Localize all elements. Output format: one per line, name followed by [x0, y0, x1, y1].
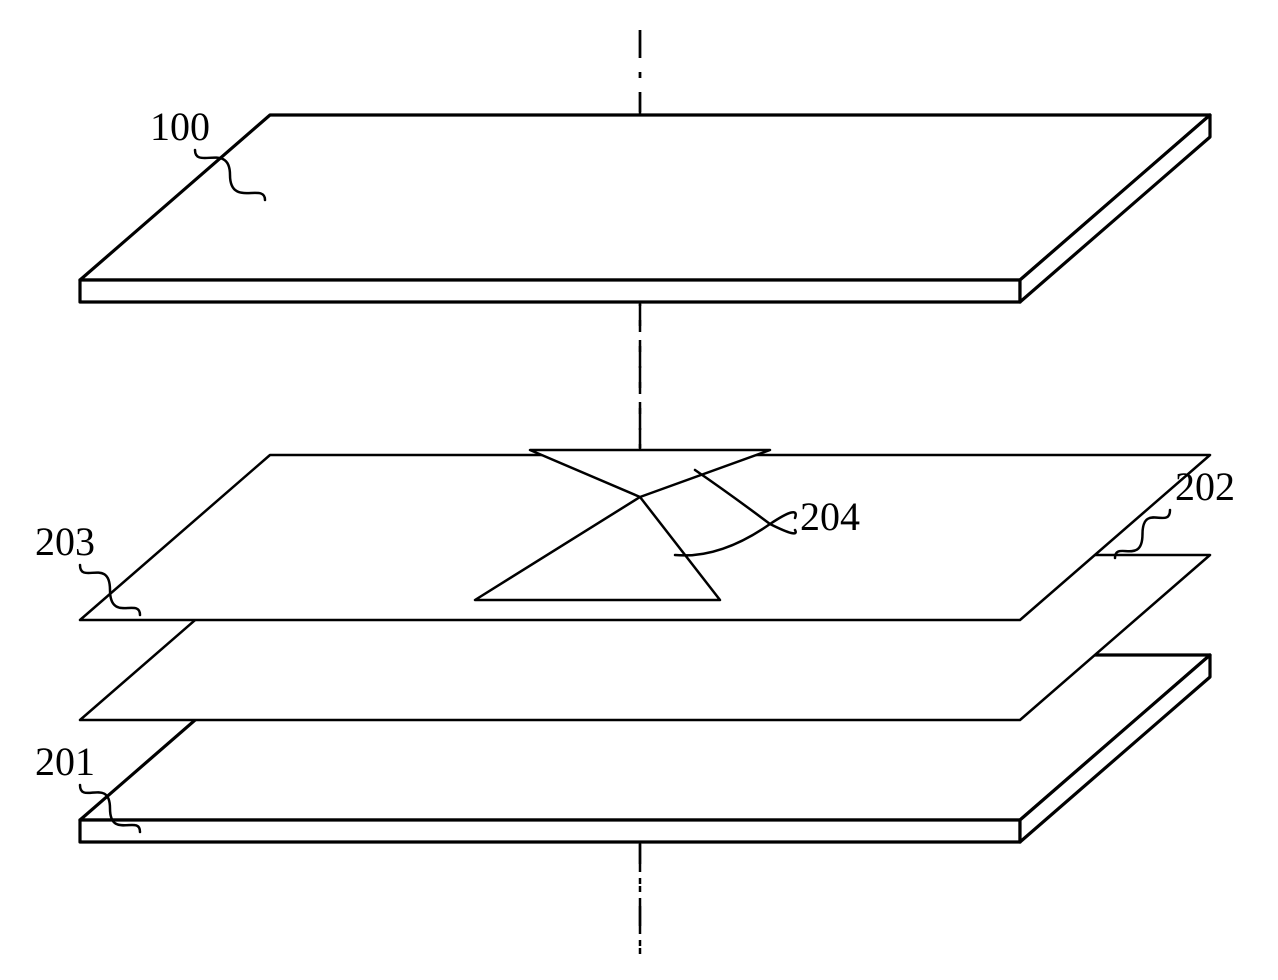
label-203: 203 — [35, 519, 95, 564]
layer-100-top-face — [80, 115, 1210, 280]
layer-201-front-face — [80, 820, 1020, 842]
label-201: 201 — [35, 739, 95, 784]
label-204: 204 — [800, 494, 860, 539]
label-202: 202 — [1175, 464, 1235, 509]
layer-100-front-face — [80, 280, 1020, 302]
label-100: 100 — [150, 104, 210, 149]
